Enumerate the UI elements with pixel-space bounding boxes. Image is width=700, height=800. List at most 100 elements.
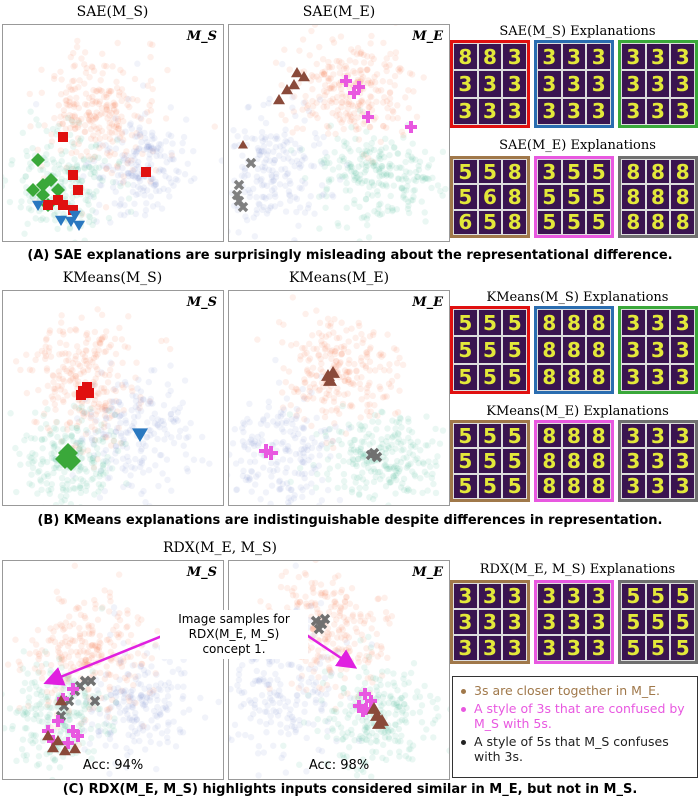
scatter-point <box>52 406 59 413</box>
scatter-point <box>338 350 345 358</box>
scatter-point <box>376 351 383 359</box>
scatter-point <box>62 114 69 122</box>
scatter-point <box>124 623 131 630</box>
scatter-point <box>283 139 291 146</box>
scatter-point <box>156 740 163 747</box>
scatter-point <box>290 388 298 396</box>
scatter-point <box>317 428 325 435</box>
scatter-point <box>265 398 273 405</box>
scatter-point <box>187 419 194 427</box>
scatter-point <box>345 145 352 152</box>
scatter-point <box>38 662 45 670</box>
scatter-point <box>391 431 398 438</box>
scatter-point <box>73 100 80 108</box>
scatter-point <box>139 150 146 158</box>
scatter-point <box>326 715 333 722</box>
scatter-point <box>283 395 291 402</box>
scatter-point <box>354 456 362 463</box>
scatter-point <box>126 427 134 434</box>
scatter-point <box>90 67 98 75</box>
scatter-point <box>394 738 402 745</box>
scatter-point <box>42 336 50 344</box>
cluster-marker <box>47 735 59 747</box>
scatter-point <box>89 668 96 675</box>
scatter-point <box>383 465 391 472</box>
scatter-point <box>369 495 377 503</box>
scatter-point <box>82 90 90 97</box>
scatter-point <box>292 415 300 422</box>
scatter-point <box>311 210 318 217</box>
scatter-point <box>155 685 162 693</box>
scatter-point <box>434 182 442 189</box>
scatter-point <box>98 421 105 428</box>
scatter-point <box>318 341 326 348</box>
scatter-point <box>408 71 416 78</box>
scatter-point <box>348 403 356 410</box>
scatter-point <box>154 421 161 428</box>
scatter-point <box>293 697 301 704</box>
cluster-marker <box>141 167 151 177</box>
scatter-point <box>60 438 67 445</box>
scatter-point <box>318 360 325 367</box>
scatter-point <box>388 204 396 212</box>
scatter-point <box>280 147 287 154</box>
scatter-point <box>272 708 280 716</box>
scatter-point <box>87 126 95 133</box>
scatter-point <box>153 148 160 155</box>
scatter-point <box>338 119 345 126</box>
scatter-point <box>95 400 103 408</box>
scatter-point <box>360 461 368 468</box>
scatter-point <box>412 473 419 480</box>
scatter-point <box>25 165 33 173</box>
scatter-point <box>353 772 361 779</box>
scatter-point <box>106 474 113 481</box>
scatter-point <box>152 712 159 719</box>
digit-thumbnail: 5 <box>587 160 610 184</box>
scatter-point <box>332 683 339 691</box>
scatter-point <box>264 151 271 158</box>
scatter-point <box>344 729 352 736</box>
scatter-point <box>323 470 331 477</box>
scatter-point <box>327 668 334 676</box>
scatter-point <box>133 716 140 724</box>
scatter-point <box>110 685 118 693</box>
scatter-point <box>271 185 278 192</box>
scatter-point <box>89 117 96 124</box>
scatter-point <box>377 200 384 207</box>
scatter-point <box>190 147 197 155</box>
scatter-point <box>81 690 89 697</box>
scatter-point <box>326 425 334 433</box>
scatter-point <box>136 404 143 412</box>
scatter-point <box>96 135 104 142</box>
scatter-point <box>330 707 338 715</box>
scatter-point <box>340 614 348 621</box>
scatter-point <box>379 694 387 701</box>
scatter-point <box>400 446 407 453</box>
scatter-point <box>287 478 294 486</box>
scatter-point <box>102 142 109 149</box>
scatter-point <box>389 448 396 455</box>
scatter-point <box>352 175 359 182</box>
scatter-point <box>324 456 332 463</box>
scatter-point <box>318 396 326 404</box>
scatter-point <box>387 692 394 700</box>
digit-thumbnail: 3 <box>587 610 610 634</box>
scatter-point <box>357 50 365 57</box>
scatter-point <box>81 630 88 637</box>
scatter-point <box>151 367 158 374</box>
scatter-point <box>346 600 354 607</box>
scatter-point <box>85 648 92 656</box>
scatter-point <box>27 434 35 442</box>
scatter-point <box>396 465 403 473</box>
scatter-point <box>341 342 348 350</box>
scatter-point <box>165 700 173 708</box>
scatter-point <box>138 691 145 699</box>
scatter-point <box>101 110 109 117</box>
scatter-point <box>3 725 8 732</box>
scatter-point <box>113 446 120 454</box>
scatter-point <box>325 386 333 394</box>
scatter-point <box>151 181 158 189</box>
scatter-point <box>95 437 103 444</box>
scatter-point <box>293 602 301 609</box>
scatter-point <box>39 215 46 222</box>
